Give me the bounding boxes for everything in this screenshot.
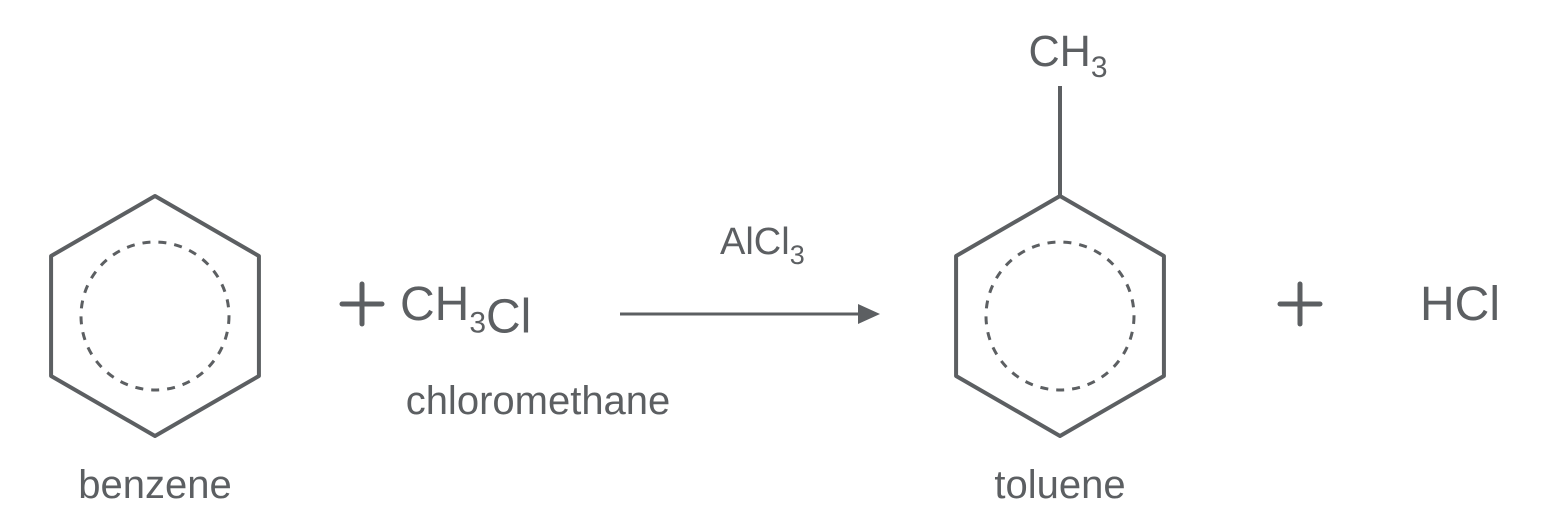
benzene-label: benzene [78,463,231,507]
benzene-structure [51,196,259,436]
reaction-arrow [620,304,880,324]
plus-sign [342,284,382,324]
reaction-diagram: benzene CH3Cl chloromethane AlCl3 CH3 toluene… [0,0,1544,530]
catalyst-label: AlCl3 [720,221,805,270]
toluene-structure [956,196,1164,436]
toluene-substituent: CH3 [1028,28,1107,84]
plus-sign [1280,284,1320,324]
chloromethane-label: chloromethane [406,379,671,423]
hcl-formula: HCl [1420,278,1500,331]
chloromethane-formula: CH3Cl [400,278,531,344]
toluene-label: toluene [994,463,1125,507]
